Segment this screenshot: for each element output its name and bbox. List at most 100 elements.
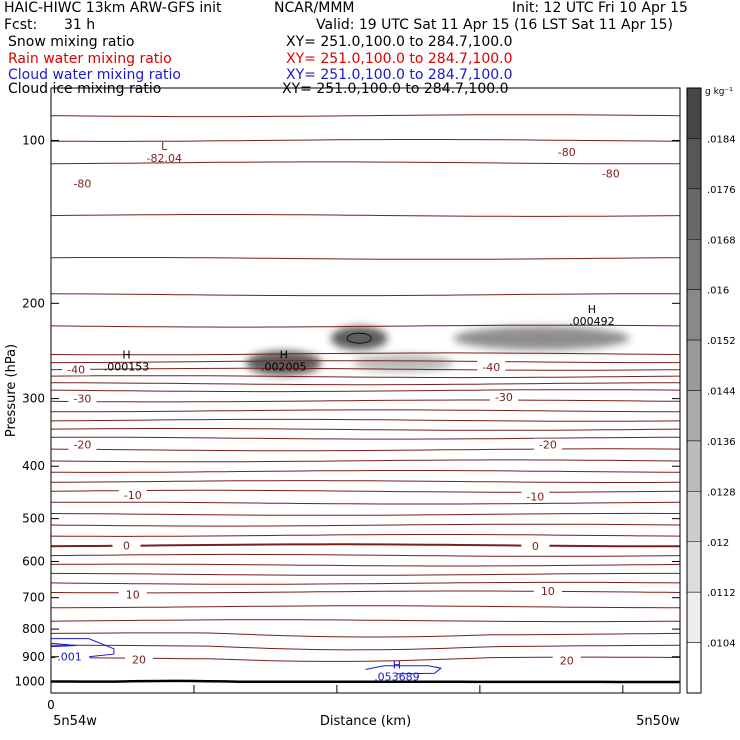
isotherm-line-29	[50, 563, 681, 567]
isotherm-label-bg	[68, 438, 97, 451]
isotherm-line-15	[50, 418, 681, 422]
isotherm-label: -80	[602, 167, 620, 180]
y-tick-label: 500	[22, 512, 45, 526]
header-init: Init: 12 UTC Fri 10 Apr 15	[512, 0, 688, 16]
isotherm-line-19	[50, 459, 681, 463]
isotherm-label-bg	[118, 488, 147, 501]
isotherm-line-26	[50, 534, 681, 537]
legend-cloudice-xy: XY= 251.0,100.0 to 284.7,100.0	[282, 81, 509, 97]
isotherm-line-13	[50, 399, 681, 403]
isotherm-label-bg	[552, 654, 581, 667]
annotation-marker-l: L	[161, 140, 168, 153]
colorbar-tick-label: .0112	[707, 588, 736, 599]
isotherm-line-24	[50, 512, 680, 516]
colorbar-cell	[686, 339, 702, 391]
y-tick-label: 800	[22, 622, 45, 636]
isotherm-line-4	[50, 257, 681, 260]
legend-rain-label: Rain water mixing ratio	[8, 51, 172, 67]
isotherm-label-bg	[125, 653, 154, 666]
isotherm-label-bg	[596, 167, 625, 180]
cloud-ice-contour	[346, 332, 372, 344]
isotherm-label: -20	[539, 439, 557, 452]
isotherm-line-23	[50, 501, 681, 505]
isotherm-line-20	[51, 470, 681, 473]
legend-rain-xy: XY= 251.0,100.0 to 284.7,100.0	[286, 51, 513, 67]
y-tick-label: 900	[22, 650, 45, 664]
colorbar-cell	[686, 491, 702, 543]
y-tick-label: 100	[22, 133, 45, 147]
y-tick-label: 600	[22, 554, 45, 568]
isotherm-line-31	[50, 581, 681, 585]
isotherm-line-22	[50, 489, 681, 493]
y-tick-label: 1000	[14, 675, 45, 689]
isotherm-label: -30	[495, 391, 513, 404]
colorbar-cell	[686, 87, 702, 139]
isotherm-line-34	[50, 619, 681, 623]
isotherm-line-12	[50, 389, 681, 393]
legend-snow-label: Snow mixing ratio	[8, 34, 135, 50]
cloud-water-contour-inner	[50, 642, 77, 648]
isotherm-line-18	[50, 448, 681, 452]
cloud-ice-shading-3	[453, 326, 630, 351]
cloud-ice-shading-1	[330, 326, 388, 351]
isotherm-line-8	[51, 360, 680, 364]
header-fcst-label: Fcst:	[4, 17, 38, 33]
colorbar-tick-label: .0152	[707, 336, 736, 347]
isotherm-label: 20	[560, 655, 574, 668]
colorbar-unit: g kg⁻¹	[705, 87, 733, 97]
isotherm-line-11	[51, 382, 680, 386]
annotation-marker-h: H	[280, 348, 288, 361]
isotherm-label: 10	[126, 588, 140, 601]
annotation-value: .000492	[569, 315, 615, 328]
y-tick-label: 400	[22, 459, 45, 473]
isotherm-label: 0	[123, 539, 130, 552]
annotation-value: -82.04	[146, 152, 181, 165]
isotherm-label-bg	[62, 363, 91, 376]
colorbar-tick-label: .0176	[707, 185, 736, 196]
x-zero-label: 0	[47, 698, 55, 712]
isotherm-line-35	[50, 632, 681, 638]
isotherm-label-bg	[533, 438, 562, 451]
annotation-value: .053689	[374, 671, 420, 684]
isotherm-line-16	[50, 428, 681, 431]
cloud-water-label: .001	[57, 650, 82, 663]
ground-line	[51, 679, 680, 684]
colorbar-cell	[686, 390, 702, 442]
isotherm-label-bg	[477, 360, 506, 373]
isotherm-label-bg	[112, 539, 141, 552]
header-title: HAIC-HIWC 13km ARW-GFS init	[4, 0, 222, 16]
isotherm-line-25	[50, 523, 681, 527]
colorbar-cell	[686, 289, 702, 341]
isotherm-line-28	[50, 553, 681, 557]
cloud-ice-shading-2	[352, 354, 454, 373]
isotherm-label: -10	[124, 489, 142, 502]
annotation-marker-h: H	[588, 303, 596, 316]
colorbar-cell	[686, 239, 702, 290]
plot-frame	[50, 87, 681, 694]
y-tick-label: 200	[22, 296, 45, 310]
legend-cloudice-label: Cloud ice mixing ratio	[8, 81, 162, 97]
isotherm-line-30	[50, 572, 680, 576]
colorbar-tick-label: .0184	[707, 134, 736, 145]
x-axis-label: Distance (km)	[320, 714, 411, 729]
colorbar-tick-label: .0104	[707, 639, 736, 650]
isotherm-label: -30	[73, 393, 91, 406]
isotherm-label: -20	[73, 439, 91, 452]
colorbar-cell	[686, 642, 702, 694]
isotherm-label: -80	[73, 177, 91, 190]
isotherm-line-2	[50, 161, 680, 165]
colorbar-tick-label: .0168	[707, 235, 736, 246]
isotherm-label-bg	[533, 584, 562, 597]
isotherm-label-bg	[521, 490, 550, 503]
y-tick-label: 700	[22, 591, 45, 605]
isotherm-label: -40	[482, 361, 500, 374]
legend-snow-xy: XY= 251.0,100.0 to 284.7,100.0	[286, 34, 513, 50]
cloud-ice-shading-0	[245, 350, 322, 376]
isotherm-label: 0	[532, 540, 539, 553]
isotherm-label: -40	[67, 363, 85, 376]
y-axis-label: Pressure (hPa)	[4, 344, 19, 437]
isotherm-line-17	[50, 436, 680, 440]
cloud-water-label-bg	[55, 650, 90, 663]
isotherm-label: 20	[132, 653, 146, 666]
header-fcst-value: 31 h	[64, 17, 96, 33]
